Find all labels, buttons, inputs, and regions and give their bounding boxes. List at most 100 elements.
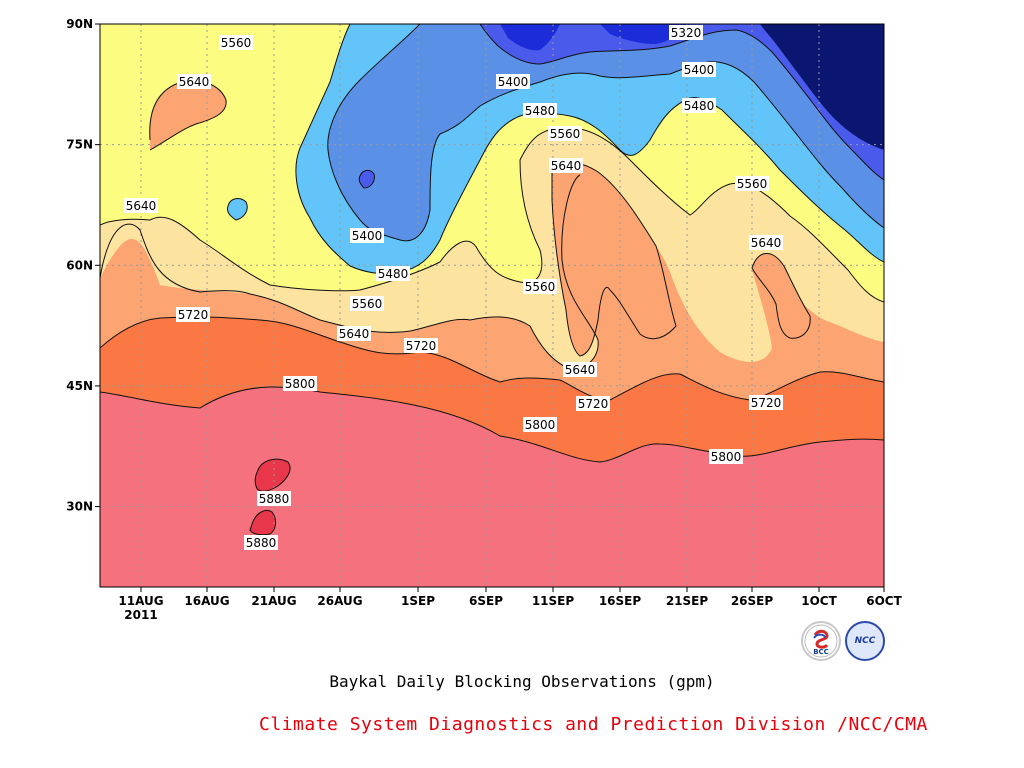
contour-label-text: 5560	[550, 127, 581, 141]
contour-label-text: 5640	[751, 236, 782, 250]
contour-label-bg	[244, 535, 278, 550]
x-year-label: 2011	[124, 608, 157, 622]
x-tick-label: 21AUG	[251, 594, 296, 608]
contour-label-bg	[176, 307, 210, 322]
fill-lt5320	[500, 24, 560, 51]
contour-label-text: 5560	[737, 177, 768, 191]
contour-label-bg	[337, 326, 371, 341]
contour-label-text: 5880	[259, 492, 290, 506]
x-tick-label: 11SEP	[532, 594, 575, 608]
y-tick-label: 60N	[66, 258, 93, 272]
contour-label-text: 5400	[498, 75, 529, 89]
contour-label-text: 5560	[352, 297, 383, 311]
fill-lt5400	[480, 24, 884, 180]
contour-label: 5320	[669, 25, 703, 40]
contour-label: 5800	[283, 376, 317, 391]
contour-label-bg	[669, 25, 703, 40]
fill-peak-5880	[255, 459, 291, 492]
contour-label-text: 5640	[179, 75, 210, 89]
x-tick-label: 6SEP	[469, 594, 503, 608]
contour-label: 5720	[749, 395, 783, 410]
plot-frame	[99, 23, 885, 588]
contour-label-bg	[749, 235, 783, 250]
fill-5320-band-top	[600, 24, 690, 44]
contour-5400	[327, 24, 884, 242]
contour-label-bg	[682, 62, 716, 77]
contour-label: 5640	[563, 362, 597, 377]
contour-5640	[100, 174, 599, 371]
fill-island-lt5400	[359, 170, 375, 188]
contour-label-bg	[376, 266, 410, 281]
contour-label-text: 5800	[525, 418, 556, 432]
x-tick-label: 26SEP	[731, 594, 774, 608]
contour-label-text: 5480	[525, 104, 556, 118]
contour-label-text: 5720	[406, 339, 437, 353]
contour-label-bg	[523, 103, 557, 118]
contour-pocket	[149, 80, 227, 151]
contour-label: 5400	[350, 228, 384, 243]
contour-label-text: 5720	[178, 308, 209, 322]
bcc-logo: BCC	[801, 621, 841, 661]
contour-label-bg	[124, 198, 158, 213]
contour-label-text: 5720	[751, 396, 782, 410]
y-tick-label: 45N	[66, 379, 93, 393]
contour-label: 5880	[244, 535, 278, 550]
contour-label-text: 5560	[525, 280, 556, 294]
contour-peak1	[254, 458, 291, 492]
contour-label-bg	[404, 338, 438, 353]
contour-tongue	[551, 162, 677, 357]
contour-label-text: 5800	[711, 450, 742, 464]
contour-label-text: 5320	[671, 26, 702, 40]
contour-label-bg	[709, 449, 743, 464]
contour-label-bg	[682, 98, 716, 113]
contour-label-text: 5880	[246, 536, 277, 550]
fill-lt5320-ne	[760, 24, 884, 150]
contour-label-bg	[350, 296, 384, 311]
contour-label-bg	[177, 74, 211, 89]
bcc-logo-text: BCC	[813, 648, 829, 656]
contour-label: 5640	[749, 235, 783, 250]
contour-label-text: 5400	[684, 63, 715, 77]
contour-label: 5400	[682, 62, 716, 77]
contour-label: 5640	[549, 158, 583, 173]
contour-label: 5560	[219, 35, 253, 50]
contour-label: 5560	[735, 176, 769, 191]
fill-5320-5400	[327, 24, 884, 241]
x-tick-label: 16AUG	[184, 594, 229, 608]
contour-label-bg	[523, 417, 557, 432]
contour-label: 5800	[523, 417, 557, 432]
y-tick-label: 90N	[66, 17, 93, 31]
x-tick-label: 11AUG	[118, 594, 163, 608]
x-tick-label: 21SEP	[666, 594, 709, 608]
x-tick-label: 1SEP	[401, 594, 435, 608]
contour-island2	[358, 169, 375, 189]
contour-label-bg	[548, 126, 582, 141]
contour-label: 5720	[176, 307, 210, 322]
contour-label-text: 5560	[221, 36, 252, 50]
fill-tongue-5640	[552, 162, 676, 356]
contour-label-text: 5480	[378, 267, 409, 281]
contour-label-bg	[563, 362, 597, 377]
contour-labels: 5560 5640 5640 5400 5480 5560 5640 5720 5720 5800…	[124, 25, 783, 550]
contour-label: 5560	[350, 296, 384, 311]
contour-label-bg	[283, 376, 317, 391]
grid	[100, 24, 884, 587]
contour-label-text: 5720	[578, 397, 609, 411]
contour-peak2	[249, 510, 277, 536]
contour-label: 5640	[337, 326, 371, 341]
contour-label-text: 5640	[339, 327, 370, 341]
fill-pocket-5640	[149, 80, 227, 150]
contour-label: 5640	[177, 74, 211, 89]
contour-island1	[227, 198, 248, 221]
contour-label-text: 5640	[126, 199, 157, 213]
contour-label-bg	[735, 176, 769, 191]
contour-label: 5400	[496, 74, 530, 89]
contour-fills	[100, 24, 884, 587]
fill-tongue2-5640	[752, 253, 811, 339]
contour-label-bg	[523, 279, 557, 294]
x-tick-label: 16SEP	[599, 594, 642, 608]
contour-label: 5560	[523, 279, 557, 294]
contour-label: 5880	[257, 491, 291, 506]
ncc-logo: NCC	[845, 621, 885, 661]
